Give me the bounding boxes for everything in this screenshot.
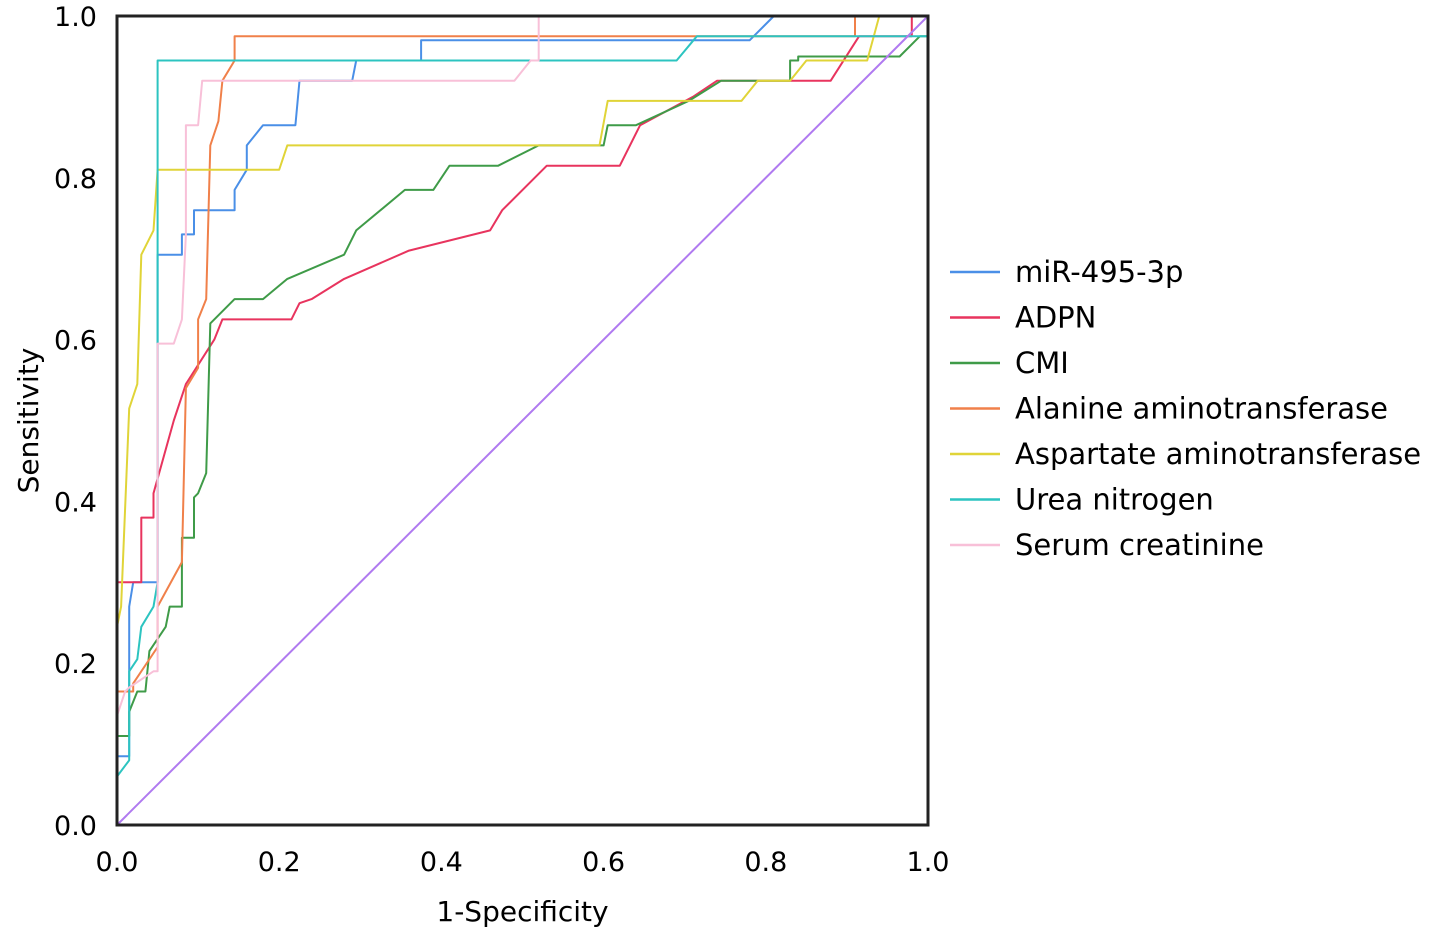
y-tick-label: 1.0 (54, 2, 97, 33)
legend-label: Serum creatinine (1015, 528, 1264, 562)
x-axis-ticks: 0.0 0.2 0.4 0.6 0.8 1.0 (96, 847, 950, 878)
y-axis-ticks: 0.0 0.2 0.4 0.6 0.8 1.0 (54, 2, 97, 842)
legend-label: Urea nitrogen (1015, 483, 1214, 517)
series-line-alanine-aminotransferase (116, 15, 928, 825)
reference-line (116, 15, 929, 826)
series-line-aspartate-aminotransferase (116, 15, 928, 825)
y-tick-label: 0.0 (54, 811, 97, 842)
series-line-adpn (116, 15, 928, 825)
x-tick-label: 0.6 (582, 847, 625, 878)
series-line-cmi (116, 35, 928, 825)
x-axis-title: 1-Specificity (436, 895, 608, 928)
x-tick-label: 0.4 (420, 847, 463, 878)
x-tick-label: 0.0 (96, 847, 139, 878)
series-line-urea-nitrogen (116, 35, 928, 825)
y-axis-title: Sensitivity (12, 348, 45, 494)
legend: miR-495-3p ADPN CMI Alanine aminotransferas… (950, 255, 1421, 562)
legend-label: miR-495-3p (1015, 255, 1183, 289)
x-tick-label: 0.2 (258, 847, 301, 878)
legend-label: Aspartate aminotransferase (1015, 437, 1421, 471)
legend-label: ADPN (1015, 301, 1096, 335)
plot-frame (115, 14, 930, 827)
y-tick-label: 0.2 (54, 649, 97, 680)
y-tick-label: 0.6 (54, 326, 97, 357)
plot-area (116, 15, 929, 826)
y-tick-label: 0.4 (54, 487, 97, 518)
x-tick-label: 0.8 (744, 847, 787, 878)
legend-label: Alanine aminotransferase (1015, 392, 1388, 426)
y-tick-label: 0.8 (54, 164, 97, 195)
series-line-serum-creatinine (116, 15, 928, 825)
x-tick-label: 1.0 (907, 847, 950, 878)
legend-label: CMI (1015, 346, 1069, 380)
